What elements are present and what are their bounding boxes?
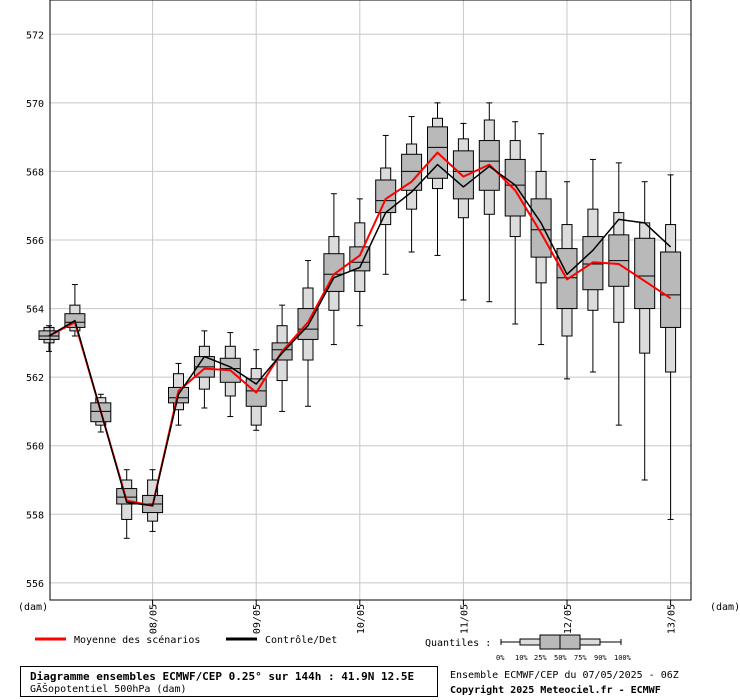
box-p25-p75 [634,237,656,310]
quantile-box [582,158,604,373]
quantile-box [219,332,241,418]
y-tick-label: 566 [26,236,44,247]
box-p25-p75 [349,246,371,272]
legend: Moyenne des scénarios Contrôle/Det Quant… [35,634,632,662]
quantile-10: 10% [515,654,528,662]
y-tick-label: 564 [26,305,44,316]
quantile-box [375,134,397,275]
quantiles-label: Quantiles : [425,638,491,649]
box-p25-p75 [504,158,526,217]
quantile-box [245,349,267,431]
quantile-key [500,634,622,650]
quantile-box [271,304,293,412]
y-unit-left: (dam) [18,602,48,613]
y-tick-label: 570 [26,99,44,110]
control-series-line [48,163,672,507]
y-tick-label: 558 [26,510,44,521]
y-tick-label: 560 [26,442,44,453]
y-tick-label: 562 [26,373,44,384]
y-tick-label: 568 [26,167,44,178]
series-lines [48,151,672,507]
quantile-box [608,162,630,426]
quantile-box [530,133,552,346]
plot-frame [49,0,692,601]
caption-box: Diagramme ensembles ECMWF/CEP 0.25° sur … [20,666,438,697]
y-tick-label: 556 [26,579,44,590]
copyright: Copyright 2025 Meteociel.fr - ECMWF [450,685,661,696]
legend-mean-label: Moyenne des scénarios [74,634,200,646]
quantile-box [504,121,526,325]
quantile-75: 75% [574,654,587,662]
x-tick-label: 11/05 [459,604,470,634]
x-axis-ticks: 08/05 09/05 10/05 11/05 12/05 13/05 [149,600,678,634]
y-tick-label: 572 [26,30,44,41]
quantile-50: 50% [554,654,567,662]
box-p25-p75 [116,488,138,505]
quantile-100: 100% [614,654,632,662]
quantile-box [452,122,474,301]
x-tick-label: 12/05 [563,604,574,634]
caption-variable: GÃŠopotentiel 500hPa (dam) [30,684,187,695]
caption-title: Diagramme ensembles ECMWF/CEP 0.25° sur … [30,670,415,683]
quantile-box [478,102,500,303]
quantile-box [660,174,682,520]
quantile-box [349,198,371,327]
box-p25-p75 [660,251,682,328]
quantile-0: 0% [496,654,505,662]
x-tick-label: 08/05 [149,604,160,634]
run-info: Ensemble ECMWF/CEP du 07/05/2025 - 06Z [450,670,679,681]
box-p25-p75 [401,153,423,191]
y-axis-ticks: 556 558 560 562 564 566 568 570 572 [26,30,44,590]
legend-control-label: Contrôle/Det [265,634,337,646]
quantile-box [634,181,656,481]
quantile-90: 90% [594,654,607,662]
quantile-box [64,284,86,337]
box-p25-p75 [530,198,552,258]
x-tick-label: 10/05 [356,604,367,634]
quantile-box [427,102,448,256]
quantile-box [38,325,60,352]
x-tick-label: 09/05 [252,604,263,634]
box-p25-p75 [452,150,474,200]
quantile-25: 25% [534,654,547,662]
quantile-box [401,116,423,253]
x-tick-label: 13/05 [667,604,678,634]
y-unit-right: (dam) [710,602,740,613]
